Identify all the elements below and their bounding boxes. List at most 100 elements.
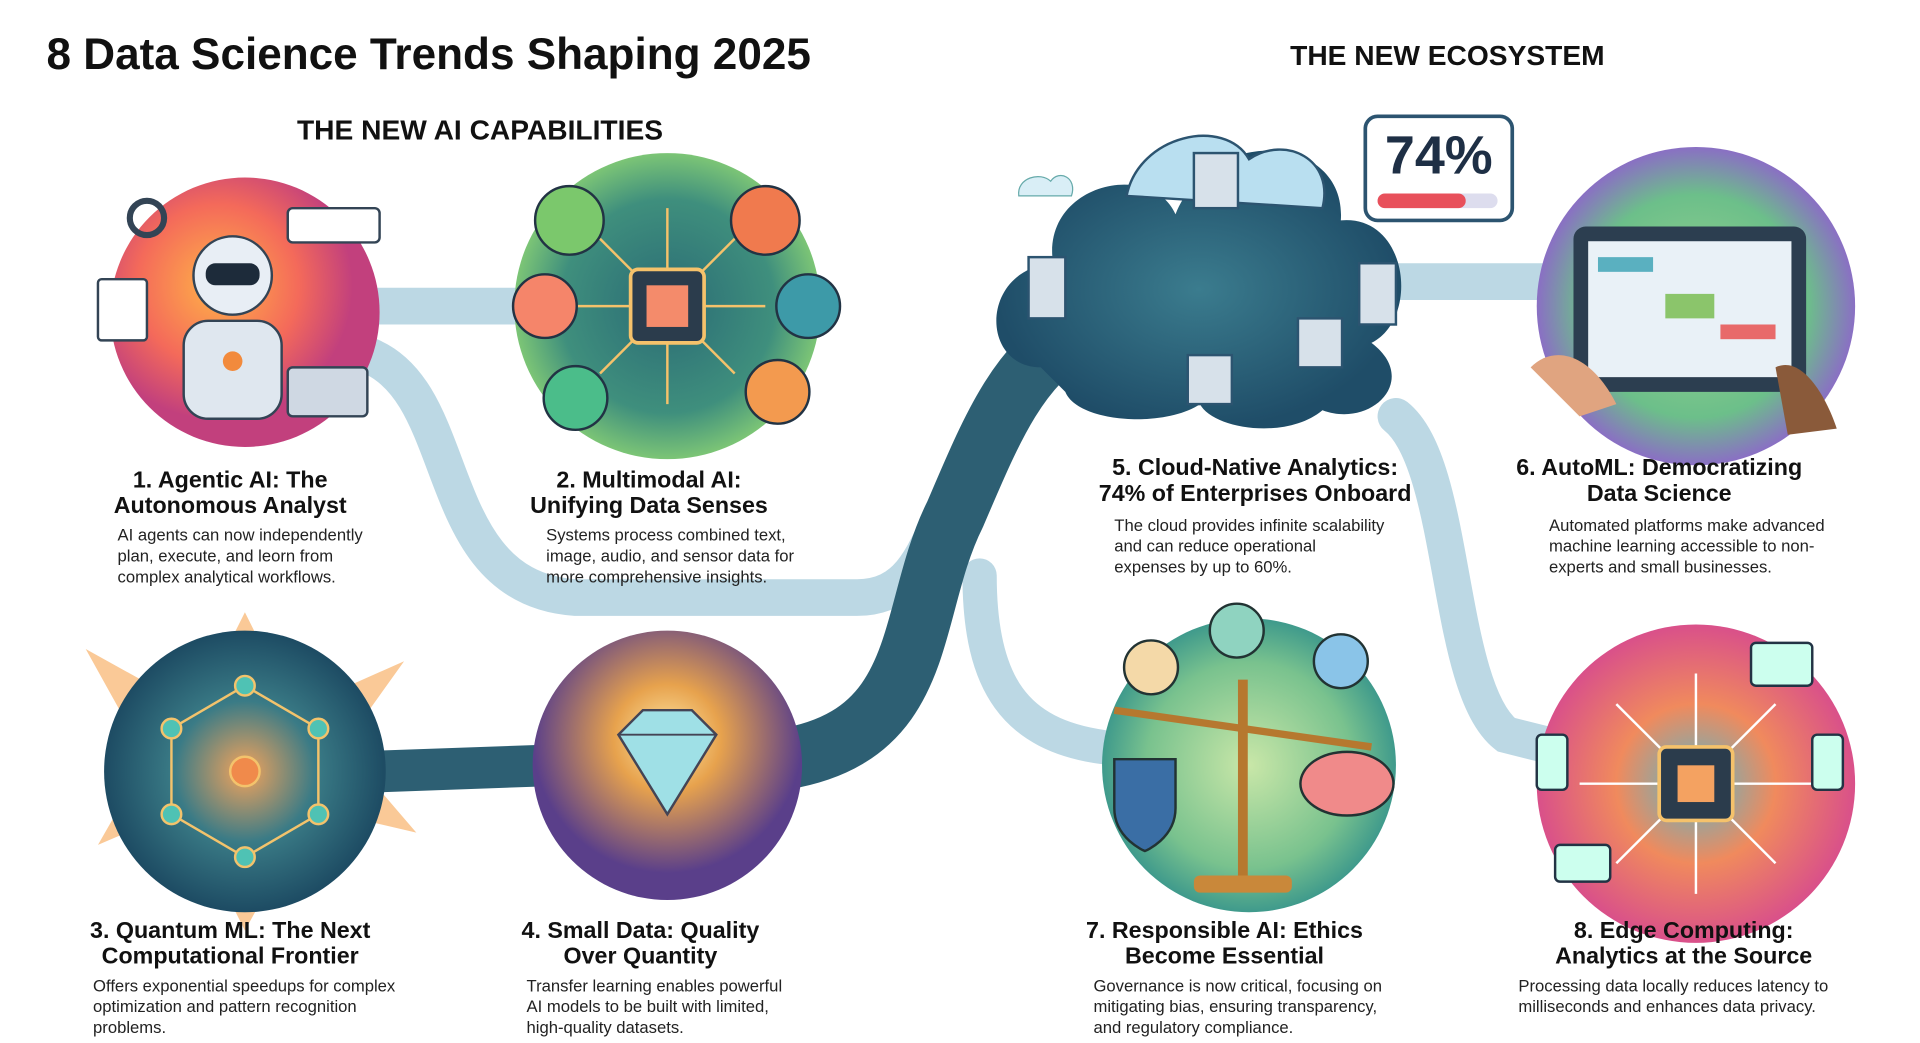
trend-description: AI models to be built with limited,	[527, 997, 769, 1016]
trend-description: high-quality datasets.	[527, 1018, 684, 1037]
chip-core	[646, 285, 689, 327]
connector	[358, 744, 572, 793]
trend-description: and regulatory compliance.	[1093, 1018, 1293, 1037]
wave	[775, 273, 842, 340]
icon-automl	[1530, 146, 1856, 466]
icon-responsible-ai	[1102, 602, 1396, 913]
trend-title: Data Science	[1587, 480, 1732, 506]
hand	[1530, 355, 1617, 417]
trend-item: 5. Cloud-Native Analytics:74% of Enterpr…	[1099, 454, 1412, 576]
trend-title: 1. Agentic AI: The	[133, 466, 328, 492]
connector	[962, 558, 1120, 765]
ear	[511, 273, 578, 340]
trend-description: and can reduce operational	[1114, 537, 1316, 556]
trend-title: 8. Edge Computing:	[1574, 917, 1794, 943]
hand	[1775, 364, 1837, 435]
lattice	[160, 674, 330, 869]
core	[222, 351, 243, 372]
trend-title: Unifying Data Senses	[530, 492, 768, 518]
icon-agentic-ai	[96, 177, 381, 447]
icon-cloud-analytics: 74%	[996, 114, 1515, 429]
phone	[1535, 733, 1569, 792]
panel	[286, 206, 381, 244]
trend-title: Become Essential	[1125, 943, 1324, 969]
trend-description: plan, execute, and leorn from	[118, 547, 334, 566]
checklist	[96, 277, 149, 342]
trend-description: AI agents can now independently	[118, 526, 364, 545]
trend-description: image, audio, and sensor data for	[546, 547, 794, 566]
beam	[1113, 706, 1372, 751]
connector	[753, 300, 1109, 790]
visor	[205, 263, 260, 286]
trend-item: 2. Multimodal AI:Unifying Data Senses Sys…	[530, 466, 794, 586]
tablet	[1553, 843, 1612, 883]
section-heading: THE NEW AI CAPABILITIES	[297, 115, 663, 146]
trend-description: milliseconds and enhances data privacy.	[1518, 997, 1816, 1016]
badge-icon	[1122, 639, 1180, 696]
trend-title: 6. AutoML: Democratizing	[1516, 454, 1802, 480]
trend-description: Governance is now critical, focusing on	[1093, 976, 1382, 995]
trend-title: 2. Multimodal AI:	[556, 466, 741, 492]
icon-multimodal-ai	[511, 153, 842, 460]
icon-small-data	[532, 630, 803, 901]
section-heading: THE NEW ECOSYSTEM	[1290, 40, 1604, 71]
shield	[1113, 757, 1177, 853]
badge-text: 74%	[1385, 125, 1493, 185]
trend-title: 3. Quantum ML: The Next	[90, 917, 371, 943]
trend-description: machine learning accessible to non-	[1549, 537, 1814, 556]
trend-description: Systems process combined text,	[546, 526, 786, 545]
phone	[1811, 733, 1845, 792]
icon-quantum-ml	[85, 612, 417, 931]
trend-description: mitigating bias, ensuring transparency,	[1093, 997, 1377, 1016]
trend-description: Transfer learning enables powerful	[527, 976, 783, 995]
sensor	[542, 364, 609, 432]
trend-title: Analytics at the Source	[1555, 943, 1812, 969]
trend-description: Offers exponential speedups for complex	[93, 976, 396, 995]
servers	[1027, 151, 1398, 406]
trend-title: Computational Frontier	[102, 943, 359, 969]
block	[1665, 293, 1715, 319]
badge-icon	[1208, 602, 1265, 659]
gear	[126, 197, 168, 239]
trend-item: 8. Edge Computing:Analytics at the Sourc…	[1518, 917, 1828, 1016]
trend-title: 74% of Enterprises Onboard	[1099, 480, 1412, 506]
trend-description: optimization and pattern recognition	[93, 997, 357, 1016]
small-cloud	[1018, 175, 1074, 197]
trend-title: Autonomous Analyst	[114, 492, 347, 518]
badge-bar-fill	[1377, 193, 1466, 209]
laptop	[1749, 641, 1814, 687]
icon-edge-computing	[1535, 624, 1856, 943]
trend-title: 5. Cloud-Native Analytics:	[1112, 454, 1398, 480]
trend-title: 4. Small Data: Quality	[522, 917, 760, 943]
speaker	[729, 184, 801, 256]
eye	[533, 184, 605, 256]
trend-description: experts and small businesses.	[1549, 558, 1772, 577]
trend-description: expenses by up to 60%.	[1114, 558, 1292, 577]
circle	[1102, 618, 1396, 913]
trend-description: more comprehensive insights.	[546, 567, 767, 586]
trend-description: The cloud provides infinite scalability	[1114, 516, 1385, 535]
trend-description: Automated platforms make advanced	[1549, 516, 1825, 535]
canvas: 74% 8 Data Science Trends Shaping 2025 T…	[47, 30, 1856, 1037]
block	[1720, 324, 1776, 340]
trend-title: 7. Responsible AI: Ethics	[1086, 917, 1363, 943]
trend-description: problems.	[93, 1018, 166, 1037]
page-title: 8 Data Science Trends Shaping 2025	[47, 30, 811, 79]
connector	[1377, 397, 1574, 766]
base	[1193, 875, 1292, 893]
trend-description: Processing data locally reduces latency …	[1518, 976, 1828, 995]
trend-title: Over Quantity	[564, 943, 718, 969]
badge-icon	[1312, 633, 1369, 690]
document	[744, 358, 811, 425]
diamond	[616, 708, 718, 817]
chip-core	[1677, 765, 1715, 803]
block	[1597, 257, 1654, 272]
laptop	[286, 366, 369, 418]
